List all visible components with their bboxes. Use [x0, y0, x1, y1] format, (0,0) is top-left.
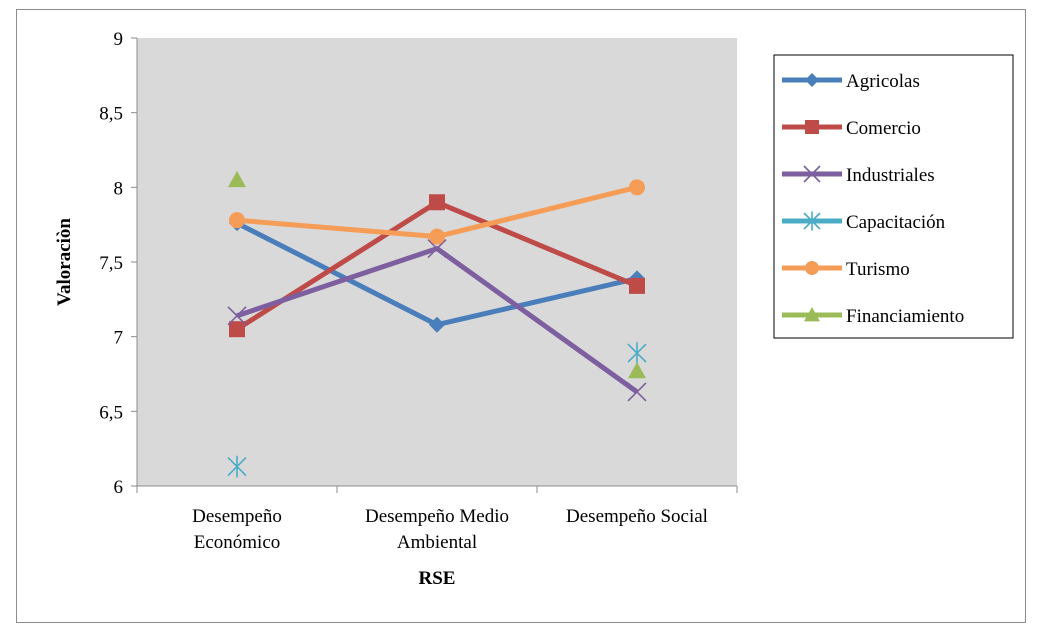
legend-marker [803, 211, 821, 231]
series-turismo [229, 179, 645, 245]
legend-label: Industriales [846, 165, 935, 186]
x-axis-title: RSE [419, 568, 456, 589]
data-point-comercio [429, 194, 445, 211]
legend: Agricolas Comercio Industriales Capacitació… [773, 54, 1014, 339]
y-tick-label: 8 [114, 178, 124, 199]
y-tick-label: 6 [114, 477, 124, 498]
data-point-financiamiento [628, 362, 646, 379]
y-axis-title: Valoraciòn [54, 218, 75, 306]
legend-entry-capacitacion: Capacitación [782, 211, 946, 233]
series-comercio [229, 194, 645, 338]
y-tick-labels: 6 6,5 7 7,5 8 8,5 9 [99, 29, 137, 498]
y-tick-label: 7 [114, 328, 124, 349]
x-category-label: Desempeño Medio [365, 506, 509, 527]
legend-label: Comercio [846, 118, 921, 139]
x-category-label: Desempeño [192, 506, 282, 527]
data-point-industriales [427, 238, 447, 259]
data-point-turismo [229, 212, 245, 229]
data-point-capacitacion [227, 455, 247, 478]
legend-label: Turismo [846, 259, 910, 280]
legend-marker [804, 307, 820, 322]
series-capacitacion [227, 342, 647, 478]
legend-marker [805, 73, 819, 87]
series-layer [227, 170, 647, 478]
y-tick-label: 8,5 [99, 104, 123, 125]
x-category-label-line2: Ambiental [397, 532, 477, 553]
legend-marker [805, 120, 819, 134]
legend-entry-agricolas: Agricolas [782, 71, 920, 92]
legend-entry-comercio: Comercio [782, 118, 921, 139]
legend-label: Financiamiento [846, 306, 964, 327]
legend-box [773, 54, 1014, 339]
data-point-financiamiento [228, 170, 246, 188]
x-category-label: Desempeño Social [566, 506, 708, 527]
legend-marker [803, 165, 821, 183]
series-financiamiento [228, 170, 646, 379]
legend-marker [805, 261, 819, 275]
data-point-capacitacion [627, 342, 647, 364]
data-point-industriales [627, 382, 647, 402]
y-tick-label: 6,5 [99, 402, 123, 423]
data-point-turismo [429, 228, 445, 245]
legend-entry-financiamiento: Financiamiento [782, 306, 964, 327]
data-point-comercio [229, 321, 245, 338]
data-point-comercio [629, 277, 645, 294]
legend-label: Agricolas [846, 71, 920, 92]
x-category-label-line2: Económico [194, 532, 281, 553]
data-point-industriales [227, 306, 247, 326]
legend-entry-turismo: Turismo [782, 259, 910, 280]
series-industriales [227, 238, 647, 402]
legend-label: Capacitación [846, 212, 946, 233]
data-point-turismo [629, 179, 645, 196]
y-tick-label: 7,5 [99, 253, 123, 274]
y-tick-label: 9 [114, 29, 124, 50]
legend-entry-industriales: Industriales [782, 165, 935, 186]
x-category-labels: Desempeño Económico Desempeño Medio Ambient… [136, 486, 738, 553]
plot-area [137, 38, 737, 486]
data-point-agricolas [429, 316, 445, 333]
